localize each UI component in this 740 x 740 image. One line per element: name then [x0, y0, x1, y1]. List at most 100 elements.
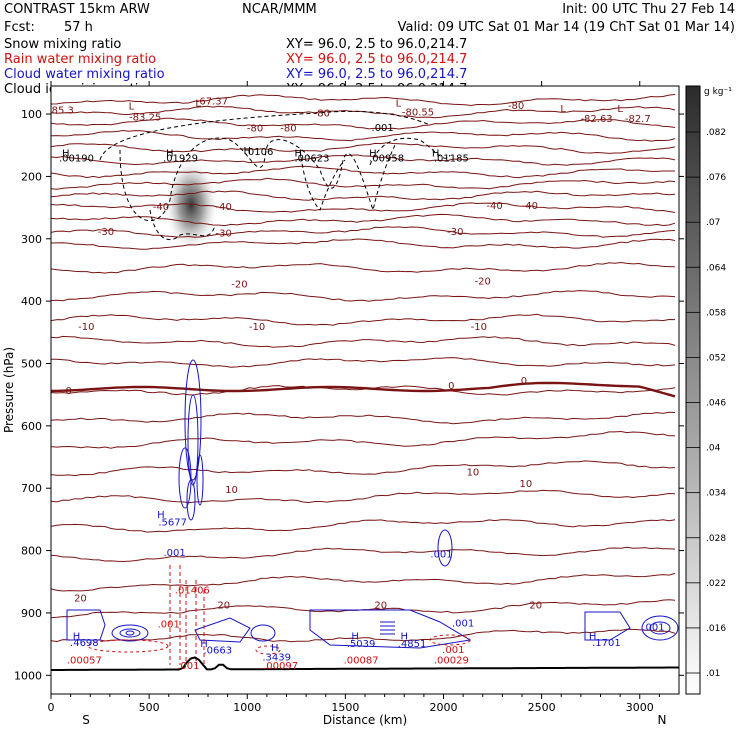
x-tick-label: 2500: [528, 701, 556, 714]
cloud-water-contour: [66, 609, 106, 641]
low-marker: L: [617, 104, 623, 115]
cloud-water-label: .3439: [262, 652, 291, 663]
isotherm: [51, 460, 676, 477]
temperature-contours: [51, 93, 676, 643]
high-marker: H: [351, 632, 359, 643]
temperature-label: 0: [65, 386, 71, 397]
temperature-label: 20: [74, 594, 87, 605]
temperature-label: 0: [448, 381, 454, 392]
cloud-water-contour: [196, 454, 204, 506]
temperature-label: -67.37: [196, 97, 228, 108]
high-marker: H: [295, 148, 303, 159]
isotherm: [51, 572, 676, 592]
x-tick-label: 1000: [233, 701, 261, 714]
isotherm: [51, 411, 676, 425]
colorbar-tick-label: .082: [706, 128, 726, 138]
y-tick-label: 800: [21, 545, 42, 558]
cloud-water-contour: [309, 609, 472, 649]
temperature-label: 0: [521, 376, 527, 387]
temperature-label: -20: [231, 279, 247, 290]
legend-rain-xy: XY= 96.0, 2.5 to 96.0,214.7: [286, 52, 467, 67]
rain-water-contour: [87, 639, 169, 653]
x-end-label-south: S: [82, 713, 90, 727]
init-time: Init: 00 UTC Thu 27 Feb 14: [562, 2, 735, 17]
legend-rain: Rain water mixing ratio: [4, 52, 156, 67]
cloud-water-label: .0663: [203, 645, 232, 656]
high-marker: H: [271, 643, 279, 654]
x-tick-label: 0: [48, 701, 55, 714]
rain-water-contour: [429, 634, 471, 646]
temperature-label: -80: [508, 101, 524, 112]
colorbar-tick-label: .052: [706, 353, 726, 363]
high-marker: H: [369, 148, 377, 159]
ice-label: .001: [372, 123, 394, 134]
temperature-label: -10: [471, 322, 487, 333]
temperature-label: -30: [216, 228, 232, 239]
isotherm: [51, 226, 676, 238]
x-axis-label: Distance (km): [323, 713, 407, 727]
isotherm: [51, 213, 676, 227]
cloud-water-contour: [186, 479, 196, 521]
isotherm: [51, 190, 676, 201]
isotherm: [51, 202, 676, 213]
ice-contour: [119, 137, 396, 222]
ice-contour: [299, 149, 346, 211]
cloud-water-contour: [111, 624, 149, 642]
temperature-label: -30: [98, 227, 114, 238]
cloud-water-label: .5039: [347, 639, 376, 650]
y-axis-label: Pressure (hPa): [2, 347, 16, 433]
temperature-label: -40: [216, 202, 232, 213]
y-tick-label: 900: [21, 607, 42, 620]
rain-water-label: .001: [177, 661, 199, 672]
high-marker: H: [243, 146, 251, 157]
cloud-water-contour: [194, 617, 251, 643]
colorbar-tick-label: .076: [706, 173, 726, 183]
ice-label: .00958: [369, 153, 404, 164]
low-marker: L: [560, 104, 566, 115]
low-marker: L: [195, 99, 201, 110]
cloud-water-contour: [119, 628, 141, 638]
isotherm: [51, 357, 676, 368]
rain-water-label: .00029: [434, 655, 469, 666]
x-end-label-north: N: [658, 713, 667, 727]
cloud-water-contour: [184, 359, 202, 481]
colorbar-unit: g kg⁻¹: [704, 87, 732, 97]
temperature-label: -80.55: [402, 107, 434, 118]
cloud-water-label: .5677: [158, 518, 187, 529]
cloud-water-contour: [250, 624, 276, 642]
y-tick-label: 400: [21, 295, 42, 308]
colorbar-tick-label: .034: [706, 489, 726, 499]
legend-cloud-xy: XY= 96.0, 2.5 to 96.0,214.7: [286, 67, 467, 82]
isotherm: [51, 519, 676, 533]
rain-water-label: .001: [442, 645, 464, 656]
temperature-label: -82.63: [580, 114, 612, 125]
legend-cloud: Cloud water mixing ratio: [4, 67, 165, 82]
temperature-label: -80: [247, 124, 263, 135]
temperature-label: -40: [153, 202, 169, 213]
plot-area: [51, 86, 679, 694]
fcst-value: 57 h: [64, 20, 93, 35]
temperature-label: -82.7: [625, 114, 651, 125]
colorbar-ticks: .01 .016 .022 .028 .034 .04 .046 .052 .058 .064 .0…: [686, 128, 726, 679]
temperature-label: 10: [225, 485, 238, 496]
cloud-water-contours: [66, 359, 679, 649]
colorbar-tick-label: .022: [706, 579, 726, 589]
isotherm: [51, 430, 676, 449]
temperature-label: -40: [486, 201, 502, 212]
high-marker: H: [157, 510, 165, 521]
ice-label: .01185: [434, 153, 469, 164]
temperature-label: 20: [374, 601, 387, 612]
contour-labels: -67.37 -83.25 -80.55 -82.63 -82.7 85.3 -80 -80 -…: [52, 97, 665, 672]
temperature-label: -40: [522, 201, 538, 212]
isotherm: [51, 177, 676, 190]
y-tick-label: 600: [21, 420, 42, 433]
isotherm-zero: [51, 381, 676, 398]
isotherm: [51, 238, 676, 250]
colorbar-tick-label: .028: [706, 534, 726, 544]
cloud-ice-contours: [99, 110, 451, 241]
high-marker: H: [62, 148, 70, 159]
isotherm: [51, 261, 676, 274]
colorbar-tick-label: .04: [706, 444, 721, 454]
temperature-label: -20: [475, 276, 491, 287]
